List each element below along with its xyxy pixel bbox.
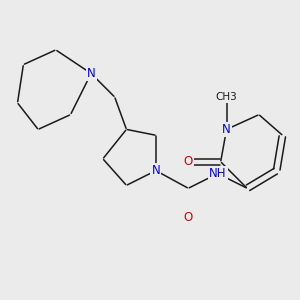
Text: N: N bbox=[87, 67, 95, 80]
Text: O: O bbox=[184, 155, 193, 168]
Text: CH3: CH3 bbox=[216, 92, 237, 102]
Text: O: O bbox=[184, 211, 193, 224]
Text: N: N bbox=[152, 164, 160, 177]
Text: N: N bbox=[222, 123, 231, 136]
Text: NH: NH bbox=[209, 167, 226, 180]
